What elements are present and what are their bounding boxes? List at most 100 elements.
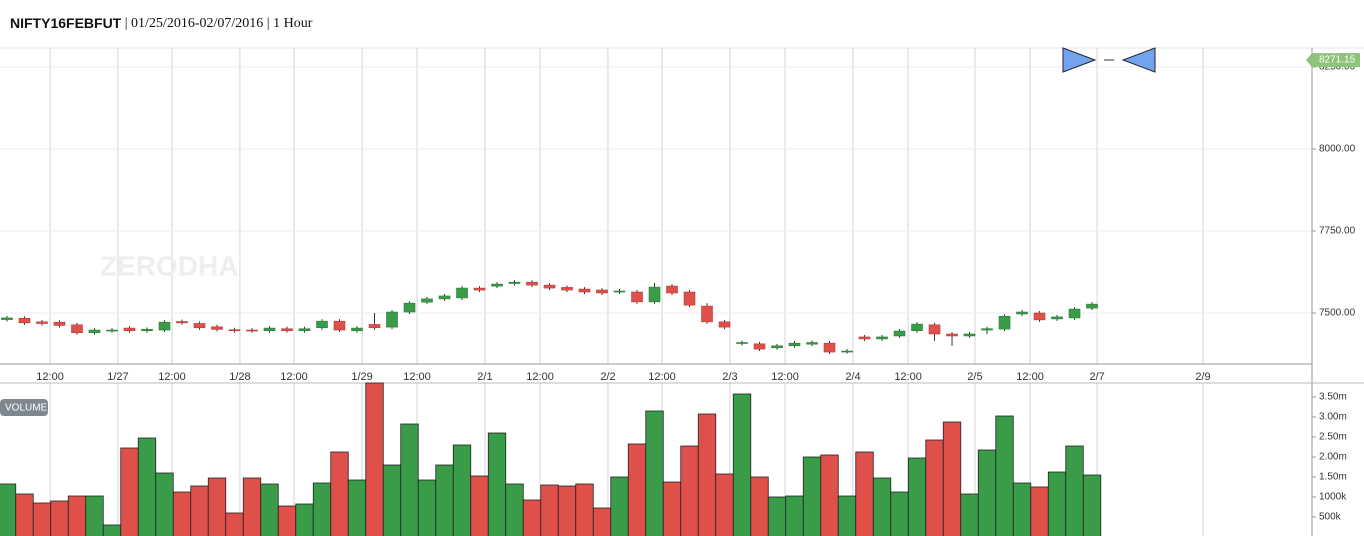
candle [71, 322, 83, 335]
x-tick-label: 12:00 [894, 371, 922, 383]
x-tick-label: 1/28 [229, 371, 250, 383]
separator: | [121, 16, 131, 31]
volume-bar [575, 483, 594, 536]
candle-body [316, 320, 328, 329]
volume-bar [155, 472, 174, 536]
candle-body [631, 291, 643, 303]
x-tick-label: 12:00 [1016, 371, 1044, 383]
navigator[interactable] [1062, 47, 1156, 73]
x-tick-label: 1/27 [107, 371, 128, 383]
chart-title: NIFTY16FEBFUT | 01/25/2016-02/07/2016 | … [10, 15, 313, 32]
candle [753, 341, 766, 352]
candle-body [141, 329, 153, 332]
candle [841, 349, 853, 354]
candle [806, 340, 818, 347]
volume-bar [120, 447, 139, 536]
candle [18, 316, 31, 325]
candle-body [823, 342, 836, 353]
volume-badge [0, 399, 48, 416]
candle-body [596, 289, 608, 294]
x-tick-label: 2/5 [967, 371, 982, 383]
candle [981, 326, 993, 334]
x-tick-label: 12:00 [403, 371, 431, 383]
y-tick-label: 1.50m [1319, 472, 1347, 483]
volume-bar [855, 451, 874, 536]
nav-right[interactable] [1121, 47, 1156, 73]
volume-bar [260, 483, 279, 536]
candle [176, 319, 188, 325]
x-tick-label: 2/1 [477, 371, 492, 383]
candle [508, 280, 521, 286]
nav-left[interactable] [1062, 47, 1097, 73]
volume-bar [872, 477, 892, 536]
candle [543, 283, 556, 291]
candle [333, 319, 346, 333]
candle [613, 289, 626, 294]
x-tick-label: 1/29 [351, 371, 372, 383]
candle [491, 282, 503, 289]
candle-body [351, 327, 363, 332]
candle [701, 303, 713, 324]
candle-body [1033, 312, 1046, 321]
volume-bar [312, 482, 332, 536]
candle [648, 282, 661, 304]
volume-bar [960, 493, 979, 536]
candle-body [18, 317, 31, 324]
x-tick-label: 2/2 [600, 371, 615, 383]
volume-bar [50, 500, 69, 536]
volume-bar [207, 477, 227, 536]
x-tick-label: 12:00 [280, 371, 308, 383]
candle [1, 315, 13, 322]
candle [403, 301, 416, 314]
candle-body [1016, 311, 1028, 315]
y-tick-label: 7500.00 [1319, 308, 1356, 319]
candle [421, 296, 433, 305]
candle [88, 328, 101, 335]
volume-bar [1030, 486, 1049, 536]
candle [823, 341, 836, 354]
candle [211, 324, 223, 332]
volume-bar [837, 495, 857, 536]
candle [438, 293, 451, 301]
candle-body [193, 323, 206, 329]
candle-body [36, 321, 48, 324]
volume-bar [610, 476, 629, 536]
candle-body [263, 327, 276, 332]
candle [683, 290, 696, 308]
candle-body [1068, 308, 1081, 319]
volume-bar [330, 451, 349, 536]
candle-body [683, 291, 696, 306]
volume-bar [697, 413, 717, 536]
y-tick-label: 8000.00 [1319, 144, 1356, 155]
candle-body [228, 329, 241, 332]
candle-body [386, 311, 398, 328]
candle [736, 340, 748, 346]
candle-body [88, 329, 101, 333]
last-price-tag [1306, 53, 1360, 68]
candle [666, 284, 678, 295]
candle-body [981, 328, 993, 331]
volume-bar [942, 421, 962, 536]
volume-bar [890, 491, 909, 536]
volume-bar [487, 432, 507, 536]
symbol: NIFTY16FEBFUT [10, 15, 122, 31]
volume-bar [715, 473, 734, 536]
volume-bar [802, 456, 822, 536]
volume-bar [67, 495, 87, 536]
candle [53, 320, 66, 328]
x-tick-label: 12:00 [526, 371, 554, 383]
candle [718, 319, 731, 330]
candle [526, 280, 538, 288]
y-tick-label: 2.00m [1319, 452, 1347, 463]
candle [246, 328, 258, 333]
candle-body [998, 315, 1011, 330]
candle [1086, 302, 1098, 311]
volume-bar [977, 449, 997, 536]
volume-bar [1012, 482, 1032, 536]
candle-body [53, 321, 66, 326]
candle [158, 320, 171, 333]
candle-body [211, 326, 223, 330]
volume-bar [1065, 445, 1084, 536]
volume-bar [540, 484, 559, 536]
candle [351, 326, 363, 333]
